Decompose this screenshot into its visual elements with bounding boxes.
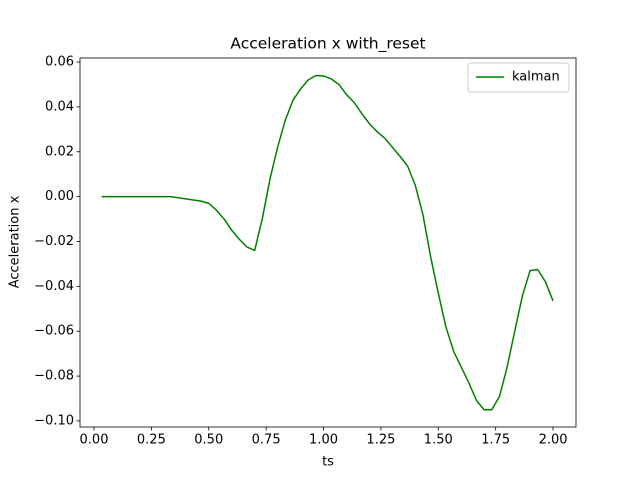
y-axis-label: Acceleration x (8, 195, 23, 288)
plot-frame (79, 57, 577, 428)
y-tick-label: −0.08 (34, 369, 74, 384)
data-line (101, 74, 554, 411)
y-tick-label: −0.06 (34, 324, 74, 339)
x-axis-label: ts (322, 455, 334, 470)
chart-title: Acceleration x with_reset (230, 35, 425, 54)
x-tick-label: 1.00 (309, 433, 338, 448)
legend-box (467, 62, 570, 93)
y-tick-label: 0.04 (45, 99, 74, 114)
y-tick-label: 0.00 (45, 189, 74, 204)
x-tick-label: 1.75 (481, 433, 510, 448)
x-tick-label: 0.75 (252, 433, 281, 448)
x-tick-label: 2.00 (539, 433, 568, 448)
x-tick-label: 0.00 (80, 433, 109, 448)
y-tick-label: −0.10 (34, 413, 74, 428)
y-tick-label: 0.02 (45, 144, 74, 159)
y-tick-label: −0.02 (34, 234, 74, 249)
x-tick-label: 0.50 (194, 433, 223, 448)
y-tick-label: −0.04 (34, 279, 74, 294)
y-tick-label: 0.06 (45, 55, 74, 70)
x-tick-label: 1.50 (424, 433, 453, 448)
x-tick-label: 0.25 (137, 433, 166, 448)
legend-label: kalman (512, 70, 560, 85)
x-tick-label: 1.25 (366, 433, 395, 448)
